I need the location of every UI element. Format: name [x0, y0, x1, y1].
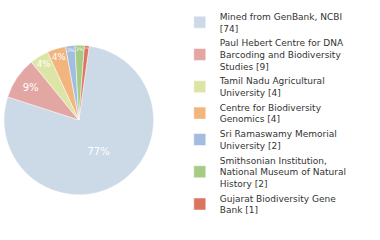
svg-text:4%: 4%: [37, 59, 51, 69]
svg-text:2%: 2%: [76, 47, 84, 52]
svg-text:1%: 1%: [85, 47, 90, 50]
svg-text:Centre for BiodiversityGenomic: Centre for BiodiversityGenomics [4]: [220, 103, 322, 125]
svg-text:Sri Ramaswamy MemorialUniversi: Sri Ramaswamy MemorialUniversity [2]: [220, 129, 337, 151]
svg-text:2%: 2%: [67, 48, 75, 53]
svg-text:9%: 9%: [23, 82, 39, 93]
svg-text:Tamil Nadu AgriculturalUnivers: Tamil Nadu AgriculturalUniversity [4]: [219, 76, 325, 98]
svg-text:Gujarat Biodiversity GeneBank: Gujarat Biodiversity GeneBank [1]: [220, 194, 336, 216]
svg-text:4%: 4%: [52, 52, 66, 62]
svg-text:Mined from GenBank, NCBI[74]: Mined from GenBank, NCBI[74]: [220, 12, 342, 34]
svg-text:77%: 77%: [88, 146, 110, 157]
svg-text:Paul Hebert Centre for DNABarc: Paul Hebert Centre for DNABarcoding and …: [220, 38, 344, 71]
svg-text:Smithsonian Institution,Nation: Smithsonian Institution,National Museum …: [220, 156, 346, 189]
